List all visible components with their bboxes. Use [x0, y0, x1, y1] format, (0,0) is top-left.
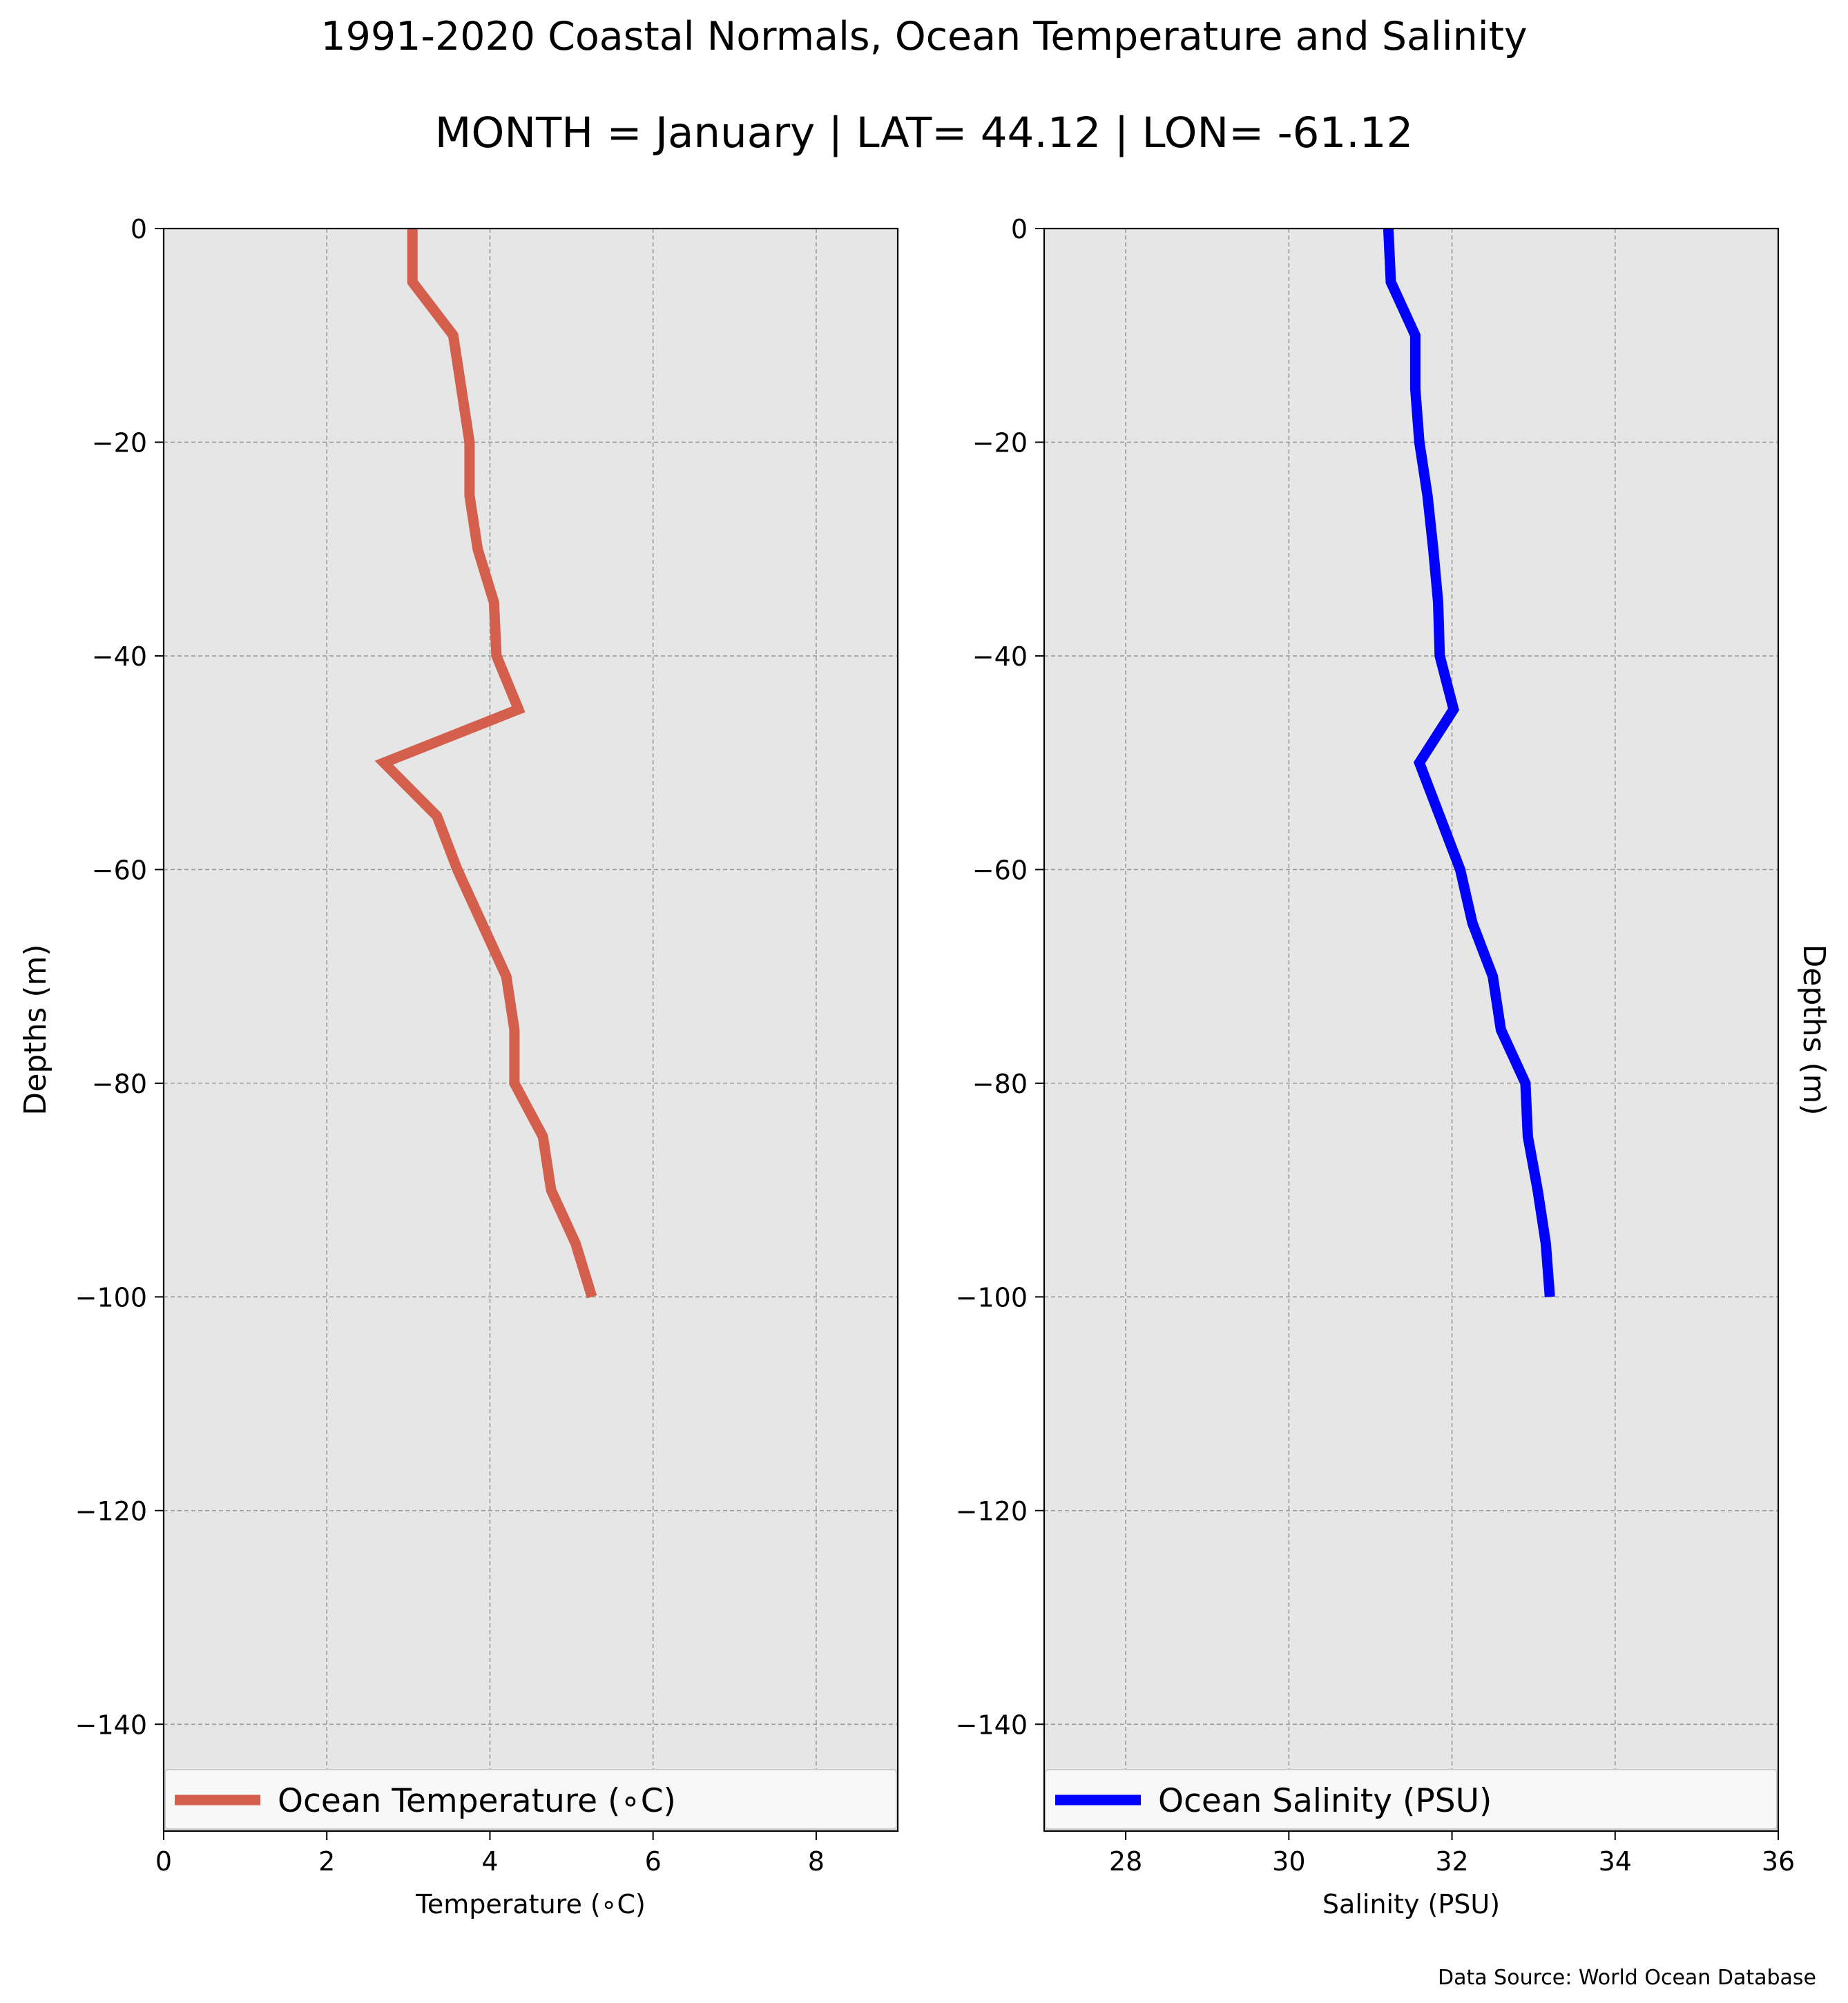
legend-box [1045, 1769, 1778, 1830]
x-axis-label: Temperature (∘C) [415, 1889, 646, 1919]
data-source-note: Data Source: World Ocean Database [1438, 1966, 1816, 1990]
y-tick-label: 0 [1011, 214, 1028, 244]
y-axis-label: Depths (m) [18, 944, 53, 1115]
axes-frame [162, 227, 899, 1832]
y-tick-label: −100 [75, 1282, 147, 1313]
plot-area [164, 229, 898, 1831]
y-axis-label: Depths (m) [1796, 944, 1831, 1115]
x-tick-label: 6 [645, 1846, 662, 1877]
y-tick-label: −60 [92, 855, 147, 885]
x-tick-label: 8 [808, 1846, 825, 1877]
y-tick-label: −60 [972, 855, 1028, 885]
legend-box [164, 1769, 897, 1830]
x-tick-label: 4 [481, 1846, 498, 1877]
y-tick-label: −120 [956, 1496, 1028, 1527]
y-tick-label: −120 [75, 1496, 147, 1527]
salinity-panel: 0 −20 −40 −60 −80 −100 −120 −140 28 30 32 34 36 Salin… [956, 214, 1831, 1919]
y-tick-label: −100 [956, 1282, 1028, 1313]
series-line [1383, 228, 1555, 1297]
y-tick-label: −140 [75, 1710, 147, 1740]
y-tick-label: −80 [92, 1069, 147, 1099]
legend-label: Ocean Salinity (PSU) [1158, 1782, 1492, 1820]
x-tick-label: 32 [1435, 1846, 1468, 1877]
y-tick-label: 0 [131, 214, 147, 244]
axes-frame [1043, 227, 1780, 1832]
x-tick-label: 30 [1272, 1846, 1305, 1877]
x-tick-label: 2 [318, 1846, 335, 1877]
y-tick-label: −20 [92, 427, 147, 458]
x-axis-label: Salinity (PSU) [1322, 1889, 1500, 1919]
temperature-panel: 0 −20 −40 −60 −80 −100 −120 −140 0 2 4 6 8 Temperatur… [18, 214, 899, 1919]
y-tick-label: −20 [972, 427, 1028, 458]
x-tick-label: 0 [155, 1846, 172, 1877]
x-tick-label: 36 [1762, 1846, 1795, 1877]
chart-title: 1991-2020 Coastal Normals, Ocean Tempera… [320, 14, 1527, 59]
x-tick-label: 34 [1599, 1846, 1632, 1877]
y-tick-label: −40 [92, 641, 147, 672]
legend-label: Ocean Temperature (∘C) [278, 1782, 676, 1820]
x-tick-label: 28 [1109, 1846, 1142, 1877]
y-tick-label: −140 [956, 1710, 1028, 1740]
series-line [374, 229, 597, 1299]
plot-area [1044, 229, 1778, 1831]
chart-subtitle: MONTH = January | LAT= 44.12 | LON= -61.… [435, 108, 1414, 157]
y-tick-label: −80 [972, 1069, 1028, 1099]
y-tick-label: −40 [972, 641, 1028, 672]
